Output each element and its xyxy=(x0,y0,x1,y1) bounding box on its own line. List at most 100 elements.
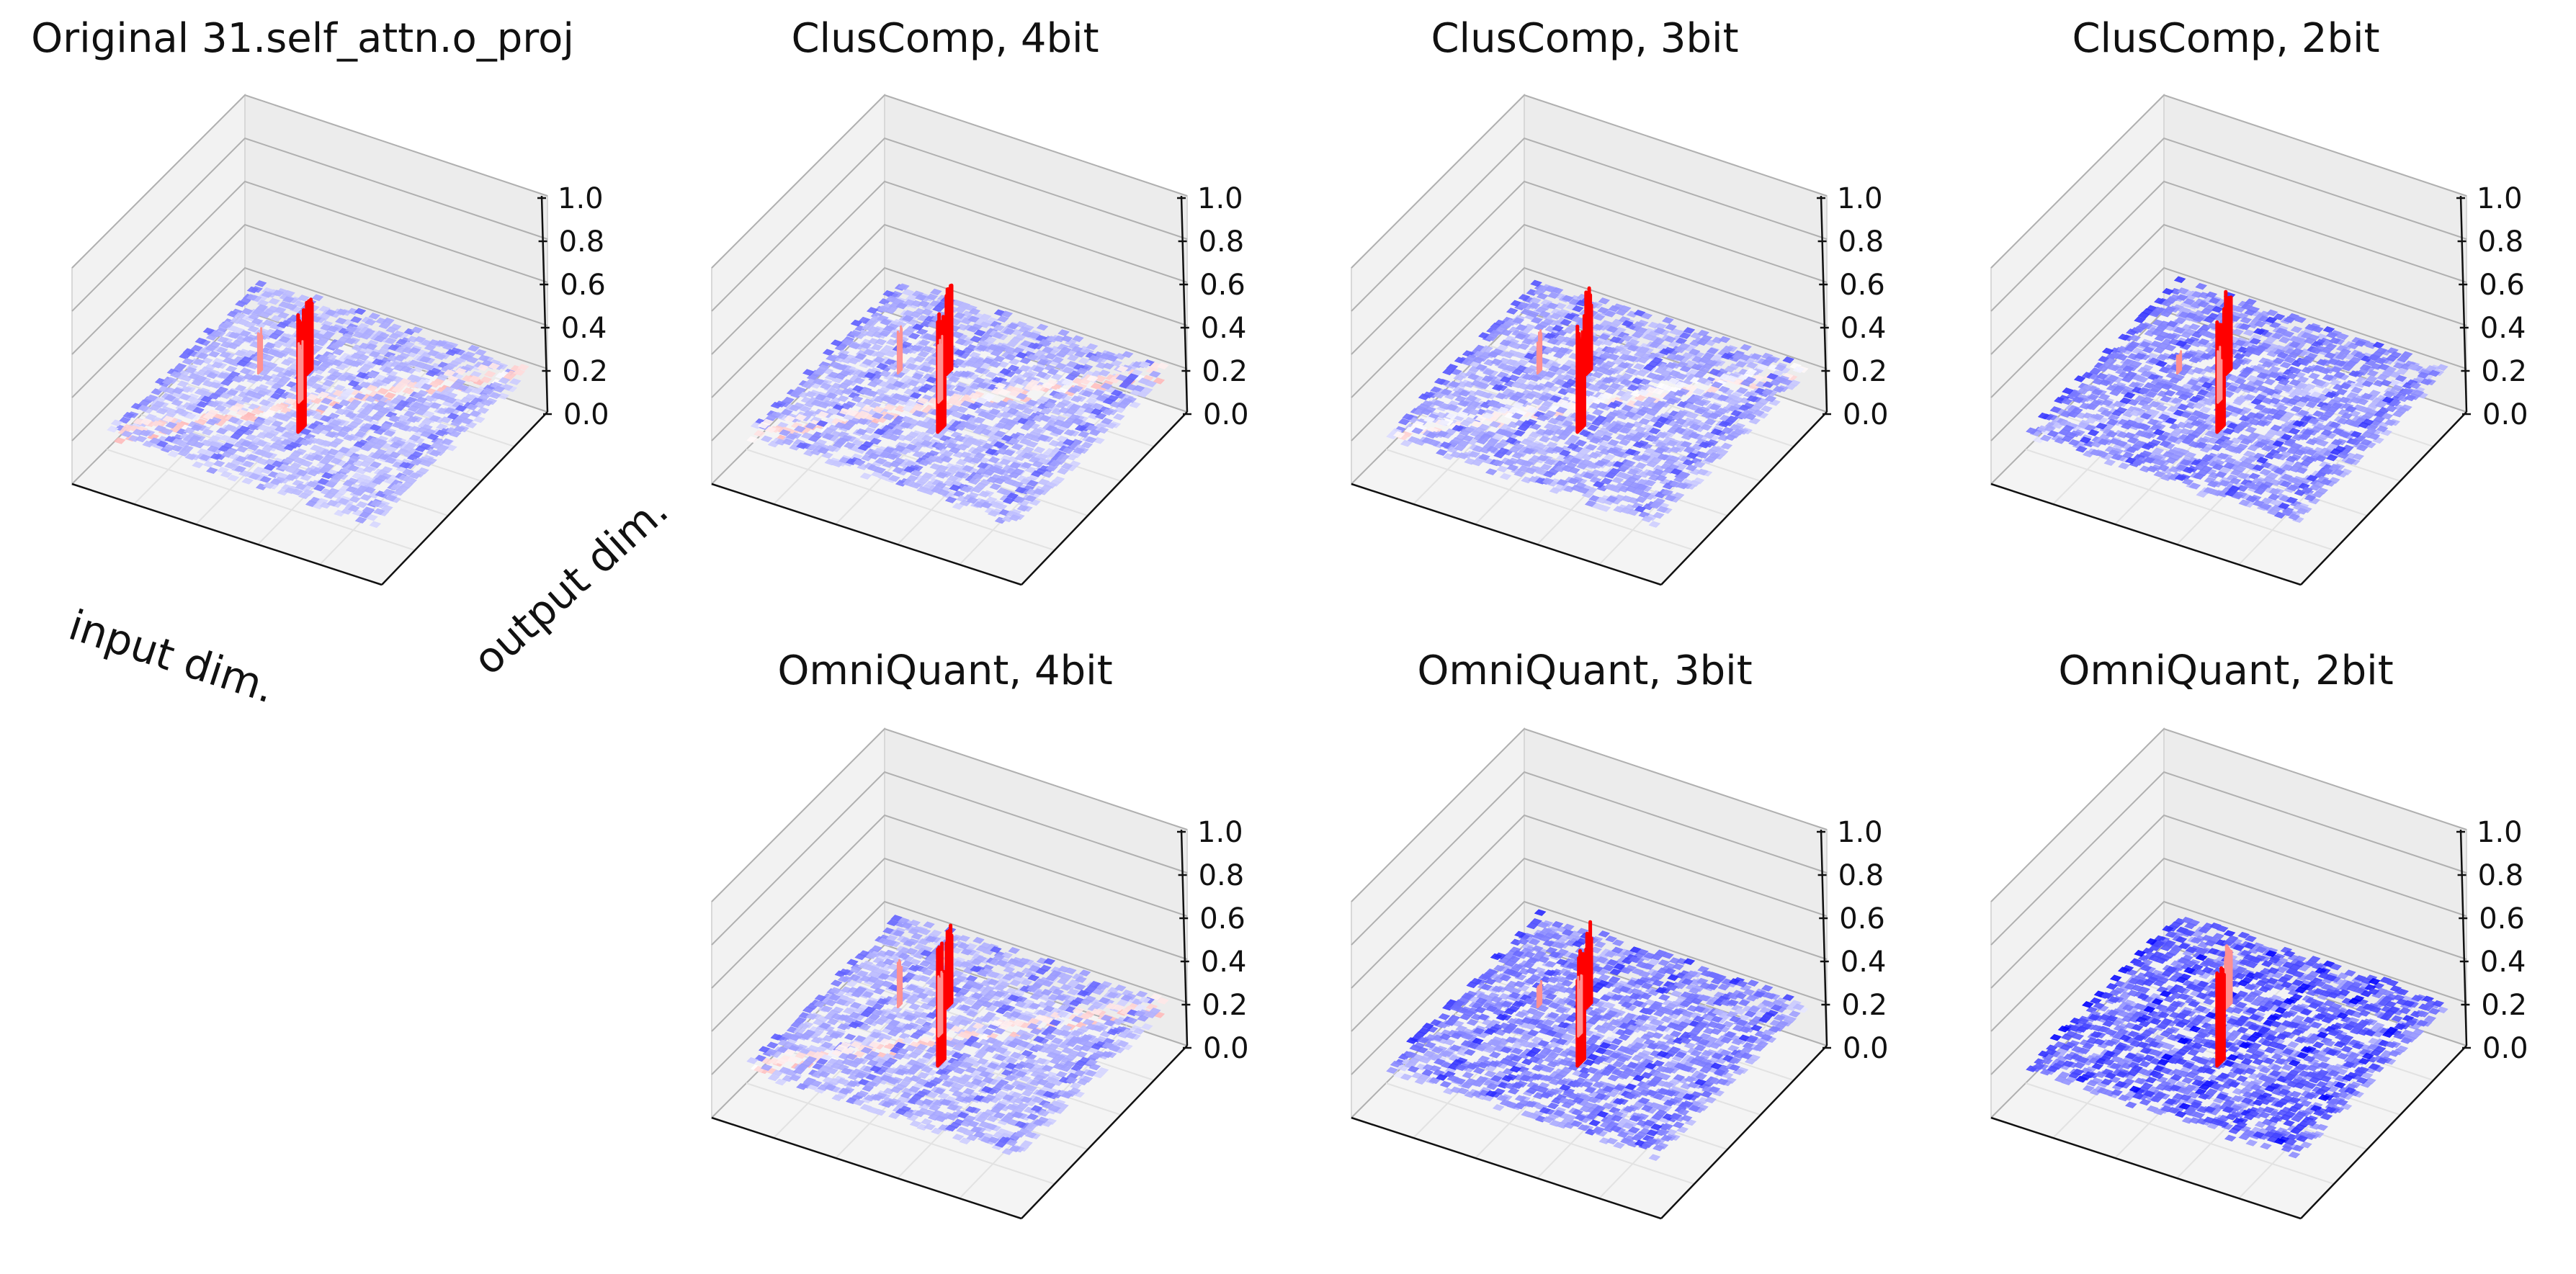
surface-cell xyxy=(435,340,447,347)
surface-cell xyxy=(345,326,357,333)
surface-cell xyxy=(344,337,357,345)
surface-cell xyxy=(310,427,323,435)
surface-cell xyxy=(381,377,393,385)
surface-cell xyxy=(192,358,205,366)
surface-cell xyxy=(214,405,227,412)
surface-cell xyxy=(228,331,241,339)
surface-cell xyxy=(335,317,347,325)
surface-cell xyxy=(364,318,377,326)
surface-cell xyxy=(445,444,457,452)
surface-cell xyxy=(316,364,328,372)
surface-cell xyxy=(263,341,276,349)
surface-cell xyxy=(300,428,312,436)
surface-cell xyxy=(191,379,203,386)
surface-cell xyxy=(272,366,285,374)
surface-cell xyxy=(340,426,352,433)
surface-cell xyxy=(236,359,249,367)
surface-cell xyxy=(436,423,448,431)
surface-cell xyxy=(281,431,294,439)
surface-cell xyxy=(434,429,447,436)
surface-cell xyxy=(268,297,280,305)
surface-cell xyxy=(226,389,239,396)
surface-cell xyxy=(517,364,529,371)
surface-cell xyxy=(354,308,367,315)
z-gridline xyxy=(71,266,548,441)
surface-cell xyxy=(315,339,327,346)
surface-cell xyxy=(325,309,337,316)
z-tick-label: 0.6 xyxy=(560,269,606,302)
surface-cell xyxy=(365,343,378,351)
surface-cell xyxy=(280,439,293,446)
surface-cell xyxy=(425,369,438,377)
surface-cell xyxy=(347,380,360,387)
surface-cell xyxy=(217,372,230,380)
surface-cell xyxy=(384,392,396,399)
surface-cell xyxy=(378,322,391,329)
surface-cell xyxy=(372,393,385,400)
surface-cell xyxy=(420,383,433,390)
surface-cell xyxy=(251,318,264,326)
surface-cell xyxy=(271,420,284,428)
surface-cell xyxy=(323,331,336,338)
surface-cell xyxy=(377,453,390,461)
surface-cell xyxy=(424,344,437,351)
surface-cell xyxy=(207,400,220,408)
surface-cell xyxy=(225,365,238,373)
surface-cell xyxy=(321,398,333,405)
surface-cell xyxy=(403,411,416,418)
surface-cell xyxy=(231,375,243,383)
surface-cell xyxy=(312,332,324,340)
surface-cell xyxy=(356,454,369,461)
surface-cell xyxy=(395,382,408,389)
z-tick-label: 0.2 xyxy=(1841,355,1887,388)
surface-cell xyxy=(415,396,428,404)
surface-cell xyxy=(182,358,194,365)
surface-cell xyxy=(405,396,418,404)
surface-cell xyxy=(235,300,247,308)
surface-cell xyxy=(429,449,442,457)
surface-cell xyxy=(169,371,182,378)
surface-cell xyxy=(269,405,282,413)
surface-cell xyxy=(407,405,420,413)
surface-cell xyxy=(236,409,249,416)
surface-cell xyxy=(409,472,421,480)
surface-cell xyxy=(317,391,330,398)
surface-cell xyxy=(176,380,189,387)
surface-cell xyxy=(371,443,384,450)
surface-cell xyxy=(161,378,174,385)
surface-cell xyxy=(349,360,362,367)
surface-cell xyxy=(469,410,481,418)
surface-cell xyxy=(234,349,246,357)
surface-cell xyxy=(393,354,406,362)
surface-cell xyxy=(475,349,487,356)
surface-cell xyxy=(331,359,344,367)
surface-cell xyxy=(421,459,434,467)
surface-cell xyxy=(366,385,378,392)
surface-cell xyxy=(444,407,456,414)
z-tick-label: 1.0 xyxy=(1837,182,1883,215)
surface-cell xyxy=(219,351,231,359)
surface-cell xyxy=(207,351,220,358)
surface-cell xyxy=(245,434,257,441)
surface-cell xyxy=(174,408,187,415)
surface-cell xyxy=(274,307,287,314)
surface-cell xyxy=(437,394,450,401)
surface-cell xyxy=(179,393,192,401)
surface-cell xyxy=(311,294,324,301)
surface-cell xyxy=(447,375,459,383)
z-tick-label: 0.8 xyxy=(1199,225,1245,259)
surface-cell xyxy=(426,434,439,441)
surface-cell xyxy=(371,404,383,411)
surface-cell xyxy=(263,432,276,439)
surface-cell xyxy=(370,414,383,421)
surface-cell xyxy=(319,415,332,423)
surface-cell xyxy=(359,333,372,340)
surface-cell xyxy=(411,326,423,333)
surface-cell xyxy=(354,431,367,438)
surface-cell xyxy=(466,403,478,411)
surface-cell xyxy=(493,385,506,393)
surface-cell xyxy=(468,344,480,352)
surface-cell xyxy=(190,344,203,352)
surface-cell xyxy=(439,416,452,423)
z-gridline xyxy=(71,137,548,312)
